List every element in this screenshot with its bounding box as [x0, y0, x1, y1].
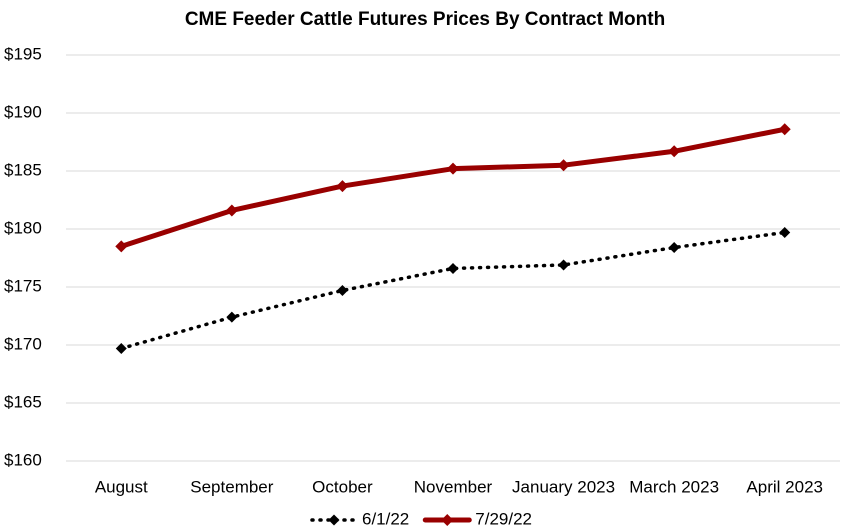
legend-label: 6/1/22 [362, 509, 409, 528]
marker [668, 242, 680, 254]
legend-marker [328, 514, 340, 526]
marker [225, 204, 238, 217]
marker [447, 162, 459, 175]
marker [558, 259, 570, 271]
marker [447, 262, 459, 274]
y-tick-label: $180 [4, 218, 42, 237]
marker [779, 226, 791, 238]
y-tick-label: $170 [4, 334, 42, 353]
x-tick-label: November [414, 477, 493, 496]
x-tick-label: September [190, 477, 273, 496]
marker [115, 342, 127, 354]
marker [668, 145, 681, 158]
y-tick-label: $195 [4, 44, 42, 63]
legend-label: 7/29/22 [475, 509, 532, 528]
x-tick-label: October [312, 477, 373, 496]
marker [557, 159, 570, 172]
x-tick-label: March 2023 [629, 477, 719, 496]
y-tick-label: $160 [4, 450, 42, 469]
marker [226, 311, 238, 323]
x-tick-label: April 2023 [746, 477, 823, 496]
x-tick-label: January 2023 [512, 477, 615, 496]
marker [115, 240, 128, 253]
legend-marker [441, 514, 454, 526]
y-tick-label: $190 [4, 102, 42, 121]
marker [336, 180, 349, 193]
y-tick-label: $185 [4, 160, 42, 179]
x-tick-label: August [95, 477, 148, 496]
chart-title: CME Feeder Cattle Futures Prices By Cont… [185, 9, 665, 30]
series-line [119, 230, 787, 351]
marker [336, 284, 348, 296]
y-tick-label: $165 [4, 392, 42, 411]
y-tick-label: $175 [4, 276, 42, 295]
marker [778, 123, 791, 136]
